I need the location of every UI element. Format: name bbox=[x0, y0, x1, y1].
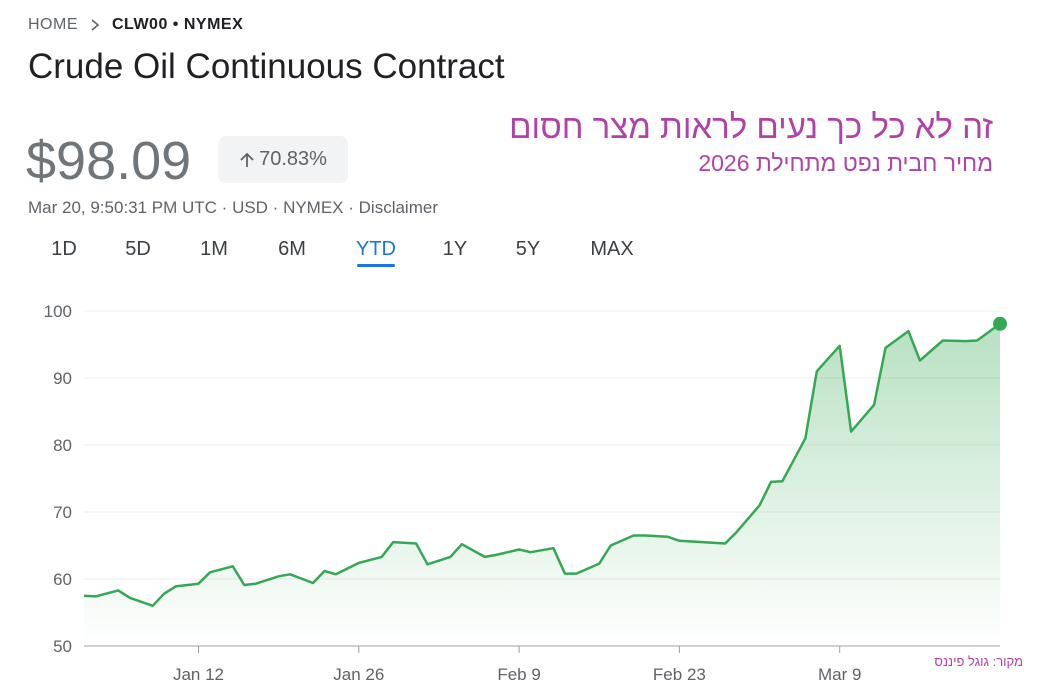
source-note: מקור: גוגל פיננס bbox=[934, 654, 1023, 669]
change-percent: 70.83% bbox=[259, 148, 327, 170]
x-tick-label: Jan 12 bbox=[173, 665, 224, 684]
breadcrumb-home-link[interactable]: HOME bbox=[28, 16, 78, 33]
series-area-fill bbox=[84, 323, 1000, 646]
quote-meta: Mar 20, 9:50:31 PM UTC · USD · NYMEX · D… bbox=[28, 198, 438, 218]
range-tabs: 1D 5D 1M 6M YTD 1Y 5Y MAX bbox=[0, 232, 700, 272]
tab-ytd[interactable]: YTD bbox=[356, 238, 396, 260]
x-tick-label: Jan 26 bbox=[333, 665, 384, 684]
annotation-subheadline: מחיר חבית נפט מתחילת 2026 bbox=[698, 150, 993, 176]
tab-1y[interactable]: 1Y bbox=[442, 238, 468, 260]
y-tick-label: 70 bbox=[53, 503, 72, 522]
current-price: $98.09 bbox=[26, 131, 192, 191]
x-tick-label: Feb 23 bbox=[653, 665, 706, 684]
quote-timestamp: Mar 20, 9:50:31 PM UTC · USD · NYMEX · bbox=[28, 198, 359, 217]
tab-6m[interactable]: 6M bbox=[278, 238, 306, 260]
y-tick-label: 100 bbox=[44, 302, 72, 321]
annotation-headline: זה לא כל כך נעים לראות מצר חסום bbox=[509, 108, 993, 145]
tab-1m[interactable]: 1M bbox=[200, 238, 228, 260]
chevron-right-icon bbox=[91, 19, 100, 31]
y-tick-label: 90 bbox=[53, 369, 72, 388]
tab-5y[interactable]: 5Y bbox=[515, 238, 541, 260]
breadcrumb-ticker: CLW00 • NYMEX bbox=[112, 16, 244, 33]
page-title: Crude Oil Continuous Contract bbox=[28, 47, 505, 86]
x-tick-label: Mar 9 bbox=[818, 665, 861, 684]
y-tick-label: 60 bbox=[53, 570, 72, 589]
last-price-marker bbox=[993, 316, 1007, 331]
y-tick-label: 50 bbox=[53, 637, 72, 656]
active-tab-indicator bbox=[357, 264, 395, 267]
disclaimer-link[interactable]: Disclaimer bbox=[358, 198, 438, 217]
tab-5d[interactable]: 5D bbox=[125, 238, 151, 260]
x-tick-label: Feb 9 bbox=[497, 665, 540, 684]
arrow-up-icon bbox=[240, 152, 254, 167]
tab-1d[interactable]: 1D bbox=[51, 238, 77, 260]
breadcrumb: HOME CLW00 • NYMEX bbox=[28, 16, 243, 34]
change-badge: 70.83% bbox=[218, 136, 348, 183]
tab-max[interactable]: MAX bbox=[590, 238, 634, 260]
y-tick-label: 80 bbox=[53, 436, 72, 455]
